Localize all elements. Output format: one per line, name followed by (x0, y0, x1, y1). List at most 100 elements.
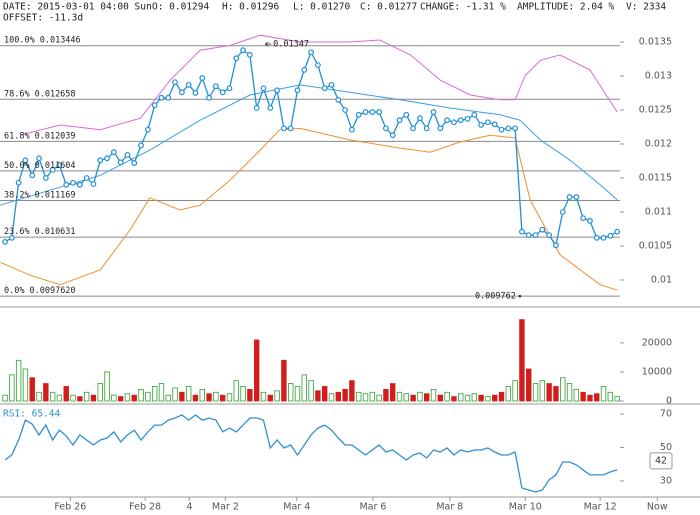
plot-layer (0, 34, 658, 501)
volume-bar (43, 383, 49, 402)
high-label: 0.01347 (273, 40, 309, 50)
fib-label: 38.2% 0.011169 (4, 190, 76, 200)
volume-bar (219, 394, 226, 402)
volume-bar (566, 383, 573, 402)
rsi-badge-label: 42 (655, 455, 667, 466)
volume-bar (49, 391, 56, 402)
low-marker (518, 294, 522, 298)
volume-bar (192, 394, 199, 402)
price-point (199, 75, 206, 81)
price-line (4, 414, 618, 493)
volume-bar (172, 387, 178, 402)
price-point (267, 105, 274, 111)
price-point (29, 172, 36, 179)
price-point (369, 109, 376, 115)
volume-bar (321, 386, 328, 402)
volume-bar (131, 394, 137, 402)
price-point (491, 121, 498, 128)
price-point (178, 89, 185, 96)
y-tick-label: 50 (660, 442, 672, 453)
header-high: H: 0.01296 (222, 2, 279, 13)
price-point (8, 234, 15, 241)
volume-bar (233, 380, 239, 402)
price-point (485, 119, 491, 126)
price-point (532, 232, 539, 239)
volume-bar (383, 388, 389, 402)
volume-bar (260, 391, 267, 402)
price-point (138, 142, 144, 149)
price-point (559, 209, 566, 215)
volume-bar (206, 393, 212, 402)
header-offset: OFFSET: -11.3d (3, 13, 83, 24)
fib-label: 61.8% 0.012039 (4, 131, 76, 141)
volume-bar (607, 391, 614, 402)
price-point (206, 94, 212, 101)
y-tick-label: 0.012 (645, 139, 672, 150)
y-tick-label: 10000 (642, 366, 672, 377)
volume-bar (594, 393, 600, 402)
rsi-label: RSI: 65.44 (3, 409, 60, 420)
volume-bar (458, 393, 464, 402)
volume-bar (158, 383, 165, 402)
volume-bar (56, 394, 63, 402)
volume-bar (492, 394, 498, 402)
volume-bar (151, 386, 158, 402)
volume-bar (362, 393, 369, 402)
price-point (192, 90, 199, 96)
header-low: L: 0.01270 (293, 2, 350, 13)
price-point (301, 66, 308, 73)
price-point (614, 228, 621, 235)
header-amplitude: AMPLITUDE: 2.04 % (517, 2, 615, 13)
x-tick-label: Mar 12 (584, 502, 617, 513)
volume-bar (560, 377, 566, 402)
volume-bar (505, 386, 512, 402)
price-point (417, 115, 423, 122)
price-point (15, 179, 22, 186)
price-point (593, 234, 600, 241)
volume-bar (587, 394, 593, 402)
volume-bar (29, 377, 35, 402)
price-point (314, 62, 321, 69)
price-point (539, 226, 546, 233)
fib-pct: 61.8% (4, 131, 30, 141)
volume-bar (417, 391, 423, 402)
volume-bar (580, 391, 586, 402)
y-tick-label: 30 (660, 475, 672, 486)
volume-bar (36, 391, 42, 402)
price-point (308, 49, 314, 56)
volume-bar (335, 391, 341, 402)
volume-bar (328, 393, 335, 402)
price-point (342, 107, 348, 113)
y-tick-label: 20000 (642, 337, 672, 348)
fib-value: 0.012658 (35, 89, 76, 99)
price-point (274, 87, 280, 94)
x-tick-label: Mar 6 (359, 502, 386, 513)
fib-label: 100.0% 0.013446 (4, 35, 81, 45)
volume-bar (199, 388, 205, 402)
y-tick-label: 0.0105 (639, 240, 672, 251)
price-point (124, 151, 131, 158)
fib-label: 50.0% 0.011604 (4, 160, 76, 170)
volume-bar (376, 394, 382, 402)
volume-bar (369, 391, 376, 402)
price-point (22, 157, 29, 164)
volume-bar (294, 386, 301, 402)
volume-bar (9, 374, 15, 402)
price-point (457, 117, 464, 124)
volume-bar (437, 394, 444, 402)
price-point (478, 122, 485, 128)
price-point (63, 181, 70, 188)
volume-bar (444, 391, 450, 402)
indicator-line (19, 34, 618, 136)
volume-bar (77, 396, 83, 402)
volume-bar (451, 396, 457, 402)
volume-bar (614, 396, 620, 402)
volume-bar (498, 391, 505, 402)
price-point (117, 159, 124, 166)
price-point (294, 87, 301, 94)
volume-bar (22, 368, 29, 402)
volume-bar (356, 391, 362, 402)
fib-value: 0.0097620 (29, 286, 75, 296)
y-tick-label: 0 (666, 396, 672, 407)
price-point (90, 181, 97, 188)
